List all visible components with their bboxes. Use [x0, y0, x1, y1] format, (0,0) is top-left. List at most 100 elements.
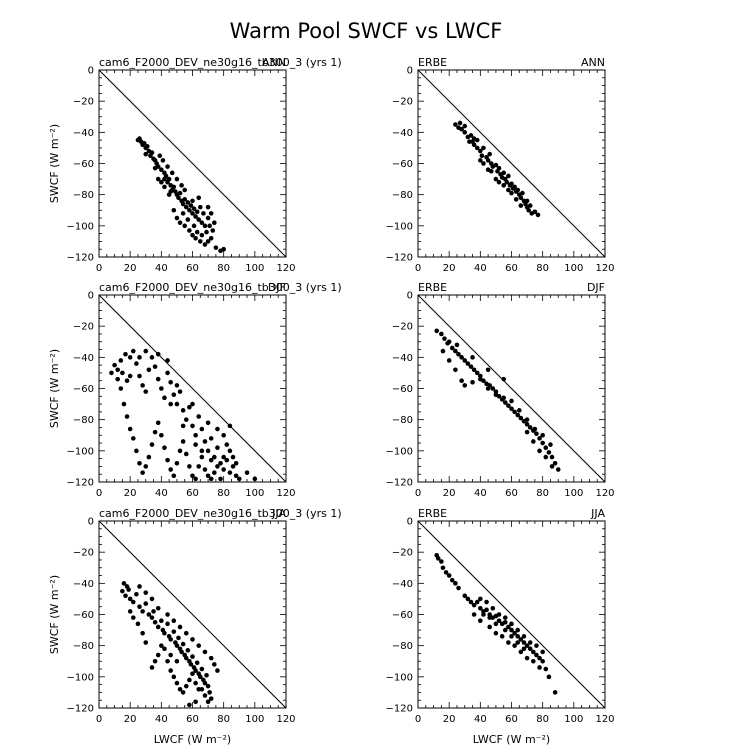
data-point	[183, 204, 189, 210]
data-point	[478, 148, 483, 154]
data-point	[468, 599, 474, 605]
data-point	[548, 442, 553, 447]
data-point	[524, 198, 530, 204]
y-tick-label: −80	[73, 415, 94, 426]
panel-season-label: ANN	[581, 56, 605, 69]
y-axis-label: SWCF (W m⁻²)	[48, 349, 61, 428]
data-point	[187, 702, 192, 708]
data-point	[471, 136, 477, 141]
data-point	[141, 140, 147, 146]
x-tick-label: 20	[124, 714, 137, 725]
data-point	[212, 662, 217, 667]
panel-left-label: cam6_F2000_DEV_ne30g16_tb300_3 (yrs 1)	[99, 56, 342, 69]
data-point	[487, 151, 492, 157]
data-point	[481, 612, 486, 617]
data-point	[202, 649, 208, 655]
data-point	[205, 683, 211, 689]
data-point	[127, 355, 133, 360]
data-point	[152, 165, 158, 171]
data-point	[180, 201, 186, 207]
data-point	[481, 145, 486, 151]
data-point	[196, 464, 202, 469]
data-point	[202, 223, 208, 229]
x-tick-label: 40	[474, 714, 487, 725]
data-point	[468, 133, 474, 138]
data-point	[196, 414, 202, 419]
data-point	[174, 680, 180, 686]
data-point	[137, 136, 142, 141]
y-tick-label: −60	[392, 610, 413, 621]
data-point	[171, 618, 177, 624]
data-point	[180, 211, 186, 216]
data-point	[182, 223, 188, 229]
data-point	[487, 615, 492, 620]
data-point	[440, 565, 446, 571]
data-point	[176, 195, 181, 201]
data-point	[185, 217, 191, 222]
x-tick-label: 60	[186, 714, 199, 725]
data-point	[196, 687, 202, 692]
data-point	[555, 467, 561, 472]
data-point	[169, 170, 175, 176]
data-point	[190, 423, 195, 429]
x-tick-label: 80	[536, 488, 549, 499]
y-tick-label: 0	[407, 66, 413, 77]
data-point	[435, 556, 441, 561]
data-point	[502, 615, 508, 620]
data-point	[509, 621, 514, 627]
data-point	[182, 187, 188, 193]
data-point	[471, 367, 477, 373]
data-point	[515, 634, 521, 639]
data-point	[168, 652, 173, 658]
x-tick-label: 20	[443, 263, 456, 274]
x-tick-label: 60	[505, 488, 518, 499]
y-tick-label: −20	[73, 548, 94, 559]
data-point	[496, 618, 502, 624]
data-point	[520, 190, 525, 196]
data-point	[168, 401, 173, 407]
data-point	[465, 596, 471, 602]
data-point	[493, 630, 499, 636]
y-tick-label: −40	[392, 579, 413, 590]
data-point	[446, 339, 452, 345]
reference-line	[98, 69, 287, 258]
data-point	[213, 245, 219, 250]
data-point	[191, 206, 197, 211]
data-point	[121, 401, 127, 407]
data-point	[171, 629, 177, 634]
data-point	[501, 376, 507, 382]
data-point	[532, 426, 538, 432]
y-tick-label: −100	[67, 672, 94, 683]
x-tick-label: 80	[217, 263, 230, 274]
y-tick-label: −60	[392, 384, 413, 395]
data-point	[449, 577, 455, 583]
data-point	[187, 207, 192, 213]
data-point	[457, 120, 463, 126]
x-tick-label: 100	[245, 488, 264, 499]
data-point	[230, 464, 236, 469]
data-point	[199, 426, 205, 432]
data-point	[205, 204, 211, 210]
data-point	[143, 348, 149, 354]
data-point	[212, 470, 217, 475]
data-point	[439, 559, 444, 564]
y-tick-label: −20	[73, 97, 94, 108]
y-tick-label: −80	[392, 641, 413, 652]
data-point	[199, 448, 205, 454]
data-point	[204, 229, 209, 235]
data-point	[165, 612, 170, 617]
data-point	[527, 203, 533, 208]
data-point	[540, 440, 545, 446]
data-point	[185, 648, 191, 653]
data-point	[177, 190, 183, 196]
data-point	[121, 581, 127, 586]
data-point	[185, 200, 191, 205]
x-tick-label: 80	[217, 714, 230, 725]
data-point	[230, 454, 236, 460]
data-point	[194, 660, 200, 666]
data-point	[162, 445, 167, 451]
data-point	[509, 634, 514, 639]
panel-left-label: cam6_F2000_DEV_ne30g16_tb300_3 (yrs 1)	[99, 507, 342, 520]
x-tick-label: 0	[415, 488, 421, 499]
